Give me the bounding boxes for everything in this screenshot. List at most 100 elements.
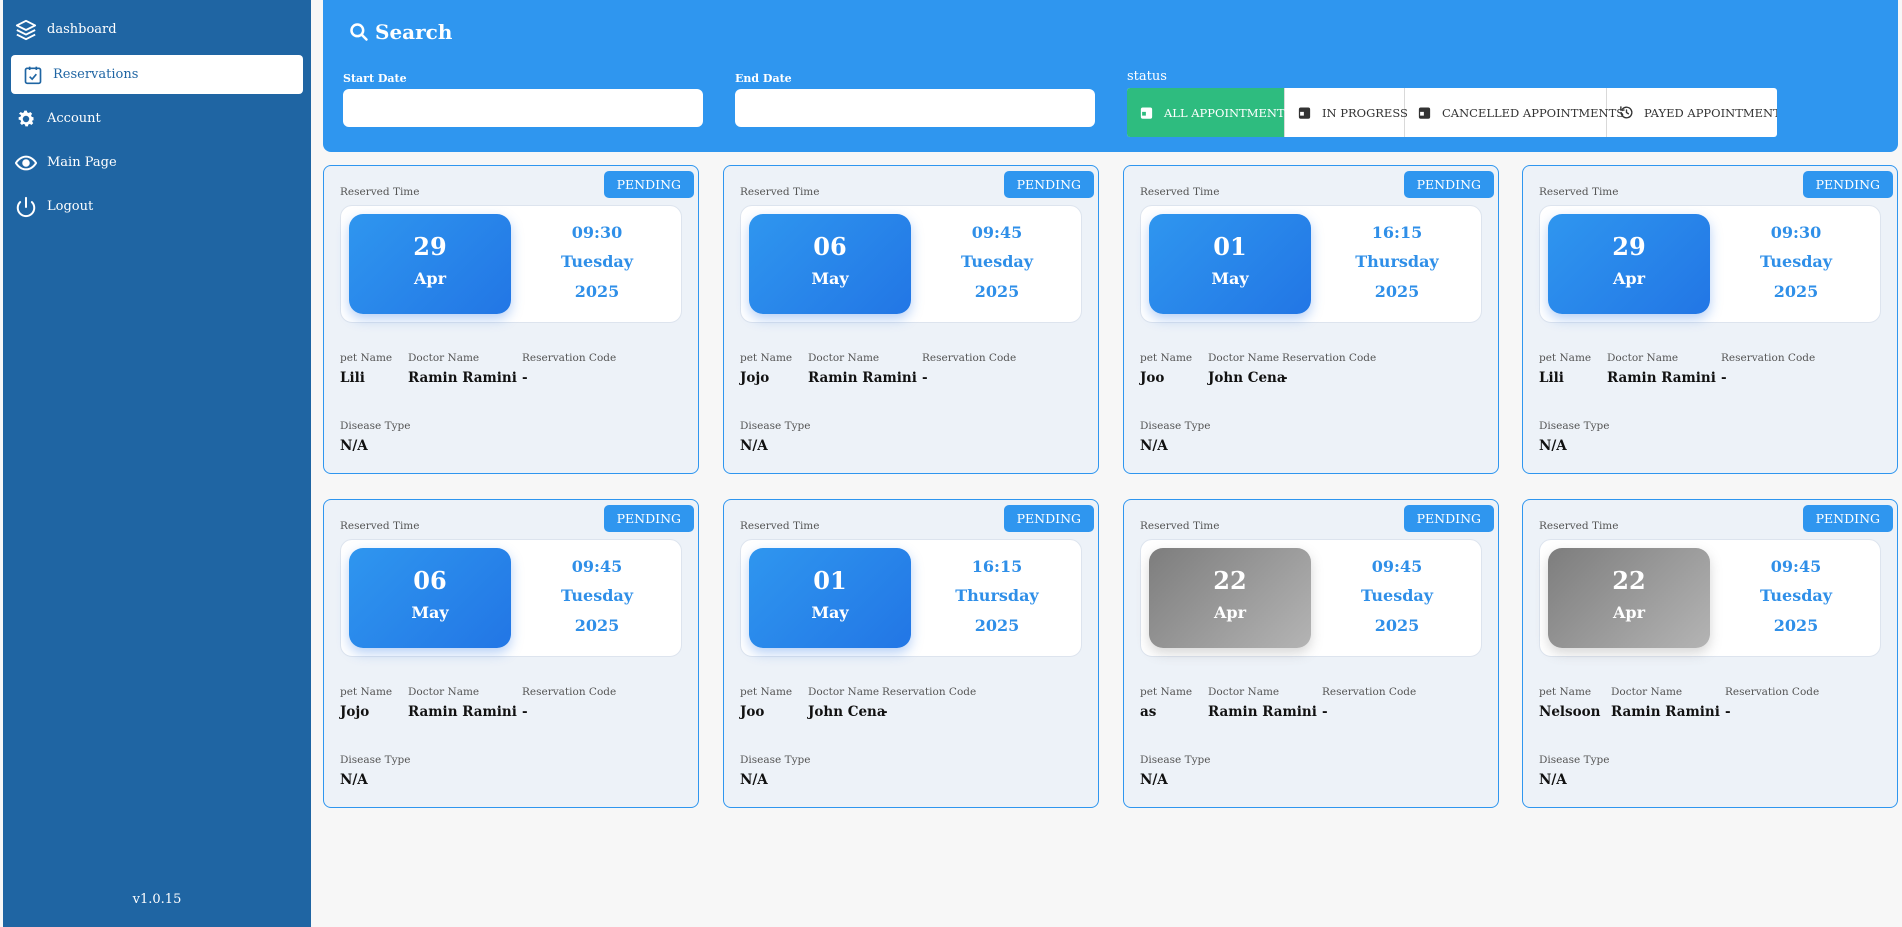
reserved-time-box: 22 Apr 09:45 Tuesday 2025 bbox=[1140, 539, 1482, 657]
reservation-card[interactable]: PENDING Reserved Time 06 May 09:45 Tuesd… bbox=[323, 499, 699, 808]
reservation-card[interactable]: PENDING Reserved Time 06 May 09:45 Tuesd… bbox=[723, 165, 1099, 474]
date-day: 29 bbox=[413, 232, 447, 261]
doctor-name: Ramin Ramini bbox=[1607, 370, 1716, 386]
layers-icon bbox=[15, 19, 37, 40]
pet-name-label: pet Name bbox=[1140, 352, 1193, 364]
reservation-card[interactable]: PENDING Reserved Time 29 Apr 09:30 Tuesd… bbox=[1522, 165, 1898, 474]
pet-name: as bbox=[1140, 704, 1157, 720]
sidebar-item-label: Main Page bbox=[47, 155, 117, 170]
reserved-time-box: 22 Apr 09:45 Tuesday 2025 bbox=[1539, 539, 1881, 657]
reserved-time-box: 06 May 09:45 Tuesday 2025 bbox=[740, 205, 1082, 323]
reservation-card[interactable]: PENDING Reserved Time 22 Apr 09:45 Tuesd… bbox=[1522, 499, 1898, 808]
reserved-year: 2025 bbox=[974, 616, 1020, 635]
status-badge: PENDING bbox=[1403, 171, 1494, 198]
sidebar-item-dashboard[interactable]: dashboard bbox=[11, 10, 303, 49]
disease-type-label: Disease Type bbox=[740, 754, 811, 766]
sidebar-item-logout[interactable]: Logout bbox=[11, 187, 303, 226]
date-tile: 06 May bbox=[349, 548, 511, 648]
pet-name: Joo bbox=[740, 704, 765, 720]
doctor-name-label: Doctor Name bbox=[808, 352, 880, 364]
pet-name-label: pet Name bbox=[1539, 352, 1592, 364]
date-day: 01 bbox=[1213, 232, 1247, 261]
reserved-time: 09:30 bbox=[571, 223, 623, 242]
date-month: Apr bbox=[413, 269, 447, 288]
start-date-label: Start Date bbox=[343, 72, 407, 85]
pet-name-label: pet Name bbox=[740, 352, 793, 364]
pet-name: Lili bbox=[1539, 370, 1564, 386]
reserved-time-label: Reserved Time bbox=[1140, 520, 1220, 532]
date-month: May bbox=[1211, 269, 1249, 288]
search-heading: Search bbox=[349, 20, 452, 44]
reservation-code-label: Reservation Code bbox=[922, 352, 1017, 364]
pet-name-label: pet Name bbox=[740, 686, 793, 698]
sidebar: dashboard Reservations Account Main Page… bbox=[3, 0, 311, 927]
reservation-card[interactable]: PENDING Reserved Time 01 May 16:15 Thurs… bbox=[1123, 165, 1499, 474]
pet-name-label: pet Name bbox=[1539, 686, 1592, 698]
reservation-code: - bbox=[1725, 704, 1731, 720]
reserved-year: 2025 bbox=[1773, 616, 1819, 635]
reserved-time-label: Reserved Time bbox=[1539, 186, 1619, 198]
status-badge: PENDING bbox=[1802, 171, 1893, 198]
disease-type-label: Disease Type bbox=[1539, 420, 1610, 432]
reserved-time: 09:45 bbox=[571, 557, 623, 576]
reserved-time-box: 29 Apr 09:30 Tuesday 2025 bbox=[1539, 205, 1881, 323]
disease-type-label: Disease Type bbox=[1539, 754, 1610, 766]
pet-name: Nelsoon bbox=[1539, 704, 1601, 720]
date-tile: 29 Apr bbox=[1548, 214, 1710, 314]
date-day: 01 bbox=[813, 566, 847, 595]
end-date-input[interactable] bbox=[735, 89, 1095, 127]
power-icon bbox=[16, 196, 36, 217]
date-month: Apr bbox=[1612, 269, 1646, 288]
status-in-progress-button[interactable]: IN PROGRESS bbox=[1285, 88, 1408, 137]
disease-type: N/A bbox=[340, 438, 368, 454]
reservation-card[interactable]: PENDING Reserved Time 29 Apr 09:30 Tuesd… bbox=[323, 165, 699, 474]
disease-type: N/A bbox=[740, 438, 768, 454]
reservation-code-label: Reservation Code bbox=[1282, 352, 1377, 364]
reservation-code: - bbox=[522, 370, 528, 386]
sidebar-item-label: dashboard bbox=[47, 22, 117, 37]
disease-type: N/A bbox=[1539, 772, 1567, 788]
reserved-weekday: Tuesday bbox=[560, 252, 634, 271]
reserved-time-label: Reserved Time bbox=[740, 186, 820, 198]
start-date-input[interactable] bbox=[343, 89, 703, 127]
sidebar-item-reservations[interactable]: Reservations bbox=[11, 55, 303, 94]
reserved-weekday: Tuesday bbox=[1759, 586, 1833, 605]
date-day: 06 bbox=[813, 232, 847, 261]
reserved-time-box: 06 May 09:45 Tuesday 2025 bbox=[340, 539, 682, 657]
app-version: v1.0.15 bbox=[132, 892, 182, 907]
status-payed-appointments-button[interactable]: PAYED APPOINTMENTS bbox=[1607, 88, 1777, 137]
reservation-code-label: Reservation Code bbox=[522, 686, 617, 698]
doctor-name-label: Doctor Name bbox=[408, 352, 480, 364]
reservation-card[interactable]: PENDING Reserved Time 22 Apr 09:45 Tuesd… bbox=[1123, 499, 1499, 808]
reserved-time: 09:45 bbox=[971, 223, 1023, 242]
reserved-time: 09:45 bbox=[1371, 557, 1423, 576]
sidebar-item-main-page[interactable]: Main Page bbox=[11, 143, 303, 182]
reserved-year: 2025 bbox=[574, 616, 620, 635]
calendar-icon bbox=[1298, 107, 1311, 119]
status-filter: ALL APPOINTMENTS IN PROGRESS CANCELLED A… bbox=[1127, 88, 1777, 137]
reservation-code: - bbox=[522, 704, 528, 720]
reservation-code: - bbox=[922, 370, 928, 386]
calendar-check-icon bbox=[24, 66, 42, 84]
disease-type: N/A bbox=[1539, 438, 1567, 454]
reserved-time-box: 01 May 16:15 Thursday 2025 bbox=[740, 539, 1082, 657]
doctor-name-label: Doctor Name bbox=[1611, 686, 1683, 698]
sidebar-item-account[interactable]: Account bbox=[11, 99, 303, 138]
sidebar-item-label: Reservations bbox=[53, 67, 139, 82]
disease-type-label: Disease Type bbox=[740, 420, 811, 432]
status-cancelled-appointments-button[interactable]: CANCELLED APPOINTMENTS bbox=[1405, 88, 1624, 137]
status-all-appointments-button[interactable]: ALL APPOINTMENTS bbox=[1127, 88, 1293, 137]
doctor-name: Ramin Ramini bbox=[408, 704, 517, 720]
reservation-code: - bbox=[1322, 704, 1328, 720]
reservation-card[interactable]: PENDING Reserved Time 01 May 16:15 Thurs… bbox=[723, 499, 1099, 808]
search-panel: Search Start Date End Date status ALL AP… bbox=[323, 0, 1898, 152]
doctor-name: Ramin Ramini bbox=[1611, 704, 1720, 720]
reserved-weekday: Tuesday bbox=[960, 252, 1034, 271]
disease-type: N/A bbox=[340, 772, 368, 788]
doctor-name: Ramin Ramini bbox=[408, 370, 517, 386]
pet-name: Lili bbox=[340, 370, 365, 386]
reserved-weekday: Tuesday bbox=[1759, 252, 1833, 271]
date-day: 06 bbox=[413, 566, 447, 595]
status-badge: PENDING bbox=[1003, 505, 1094, 532]
reserved-time-label: Reserved Time bbox=[1539, 520, 1619, 532]
